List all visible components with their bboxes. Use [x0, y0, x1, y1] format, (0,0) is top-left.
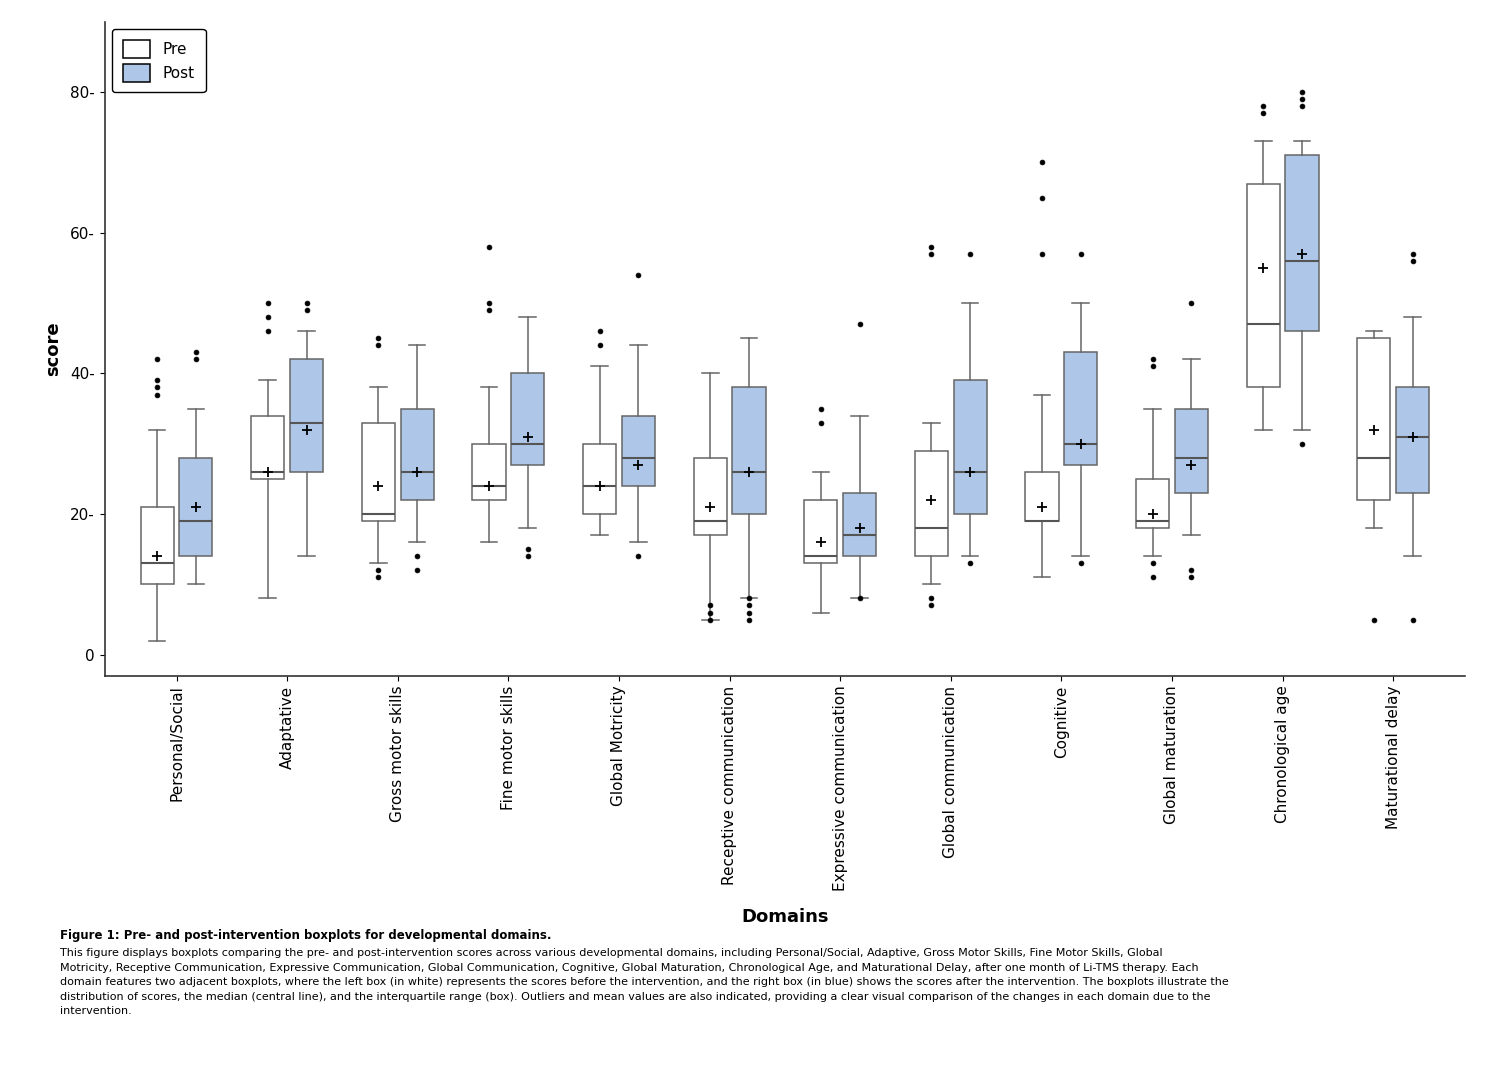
- PathPatch shape: [804, 500, 837, 564]
- PathPatch shape: [141, 507, 173, 584]
- PathPatch shape: [915, 451, 948, 556]
- Text: Figure 1: Pre- and post-intervention boxplots for developmental domains.: Figure 1: Pre- and post-intervention box…: [60, 929, 552, 942]
- X-axis label: Domains: Domains: [742, 908, 828, 925]
- PathPatch shape: [1136, 479, 1169, 529]
- PathPatch shape: [1247, 183, 1280, 387]
- PathPatch shape: [472, 444, 505, 500]
- PathPatch shape: [583, 444, 616, 514]
- PathPatch shape: [1175, 409, 1208, 493]
- PathPatch shape: [511, 374, 544, 464]
- PathPatch shape: [733, 387, 765, 514]
- PathPatch shape: [843, 493, 876, 556]
- PathPatch shape: [1286, 156, 1319, 331]
- Legend: Pre, Post: Pre, Post: [112, 29, 205, 93]
- Y-axis label: score: score: [43, 322, 61, 376]
- PathPatch shape: [622, 415, 655, 486]
- PathPatch shape: [1396, 387, 1429, 493]
- Text: This figure displays boxplots comparing the pre- and post-intervention scores ac: This figure displays boxplots comparing …: [60, 948, 1229, 1016]
- PathPatch shape: [1357, 338, 1390, 500]
- PathPatch shape: [179, 458, 212, 556]
- PathPatch shape: [401, 409, 434, 500]
- PathPatch shape: [694, 458, 727, 535]
- PathPatch shape: [1064, 352, 1097, 464]
- PathPatch shape: [1026, 472, 1058, 521]
- PathPatch shape: [362, 423, 395, 521]
- PathPatch shape: [251, 415, 284, 479]
- PathPatch shape: [290, 360, 323, 472]
- PathPatch shape: [954, 380, 987, 514]
